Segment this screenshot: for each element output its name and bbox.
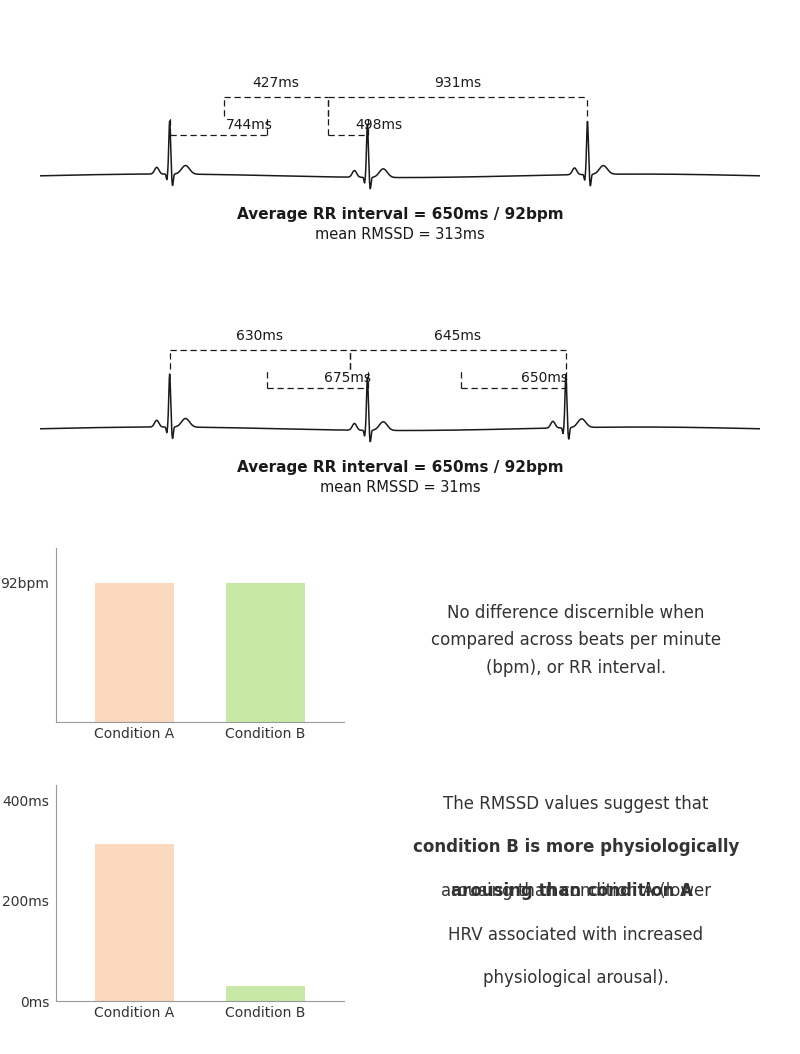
Text: 744ms: 744ms [226,118,272,133]
Text: 630ms: 630ms [236,329,283,343]
Text: 675ms: 675ms [325,371,371,386]
Text: 498ms: 498ms [355,118,402,133]
Text: condition B is more physiologically: condition B is more physiologically [413,838,739,857]
Text: HRV associated with increased: HRV associated with increased [449,925,703,943]
Bar [226,583,305,722]
Text: mean RMSSD = 313ms: mean RMSSD = 313ms [315,227,485,242]
Text: arousing than condition A: arousing than condition A [451,882,693,900]
Text: Average RR interval = 650ms / 92bpm: Average RR interval = 650ms / 92bpm [237,207,563,221]
Text: arousing than condition A (lower: arousing than condition A (lower [441,882,711,900]
Text: physiological arousal).: physiological arousal). [483,970,669,988]
Bar [226,985,305,1001]
Text: 427ms: 427ms [252,76,299,90]
Text: 931ms: 931ms [434,76,481,90]
Text: 650ms: 650ms [521,371,567,386]
Text: The RMSSD values suggest that: The RMSSD values suggest that [443,795,709,813]
Bar [95,844,174,1001]
Text: Average RR interval = 650ms / 92bpm: Average RR interval = 650ms / 92bpm [237,460,563,474]
Text: 645ms: 645ms [434,329,481,343]
Text: mean RMSSD = 31ms: mean RMSSD = 31ms [320,480,480,495]
Text: No difference discernible when
compared across beats per minute
(bpm), or RR int: No difference discernible when compared … [431,604,721,677]
Bar [95,583,174,722]
